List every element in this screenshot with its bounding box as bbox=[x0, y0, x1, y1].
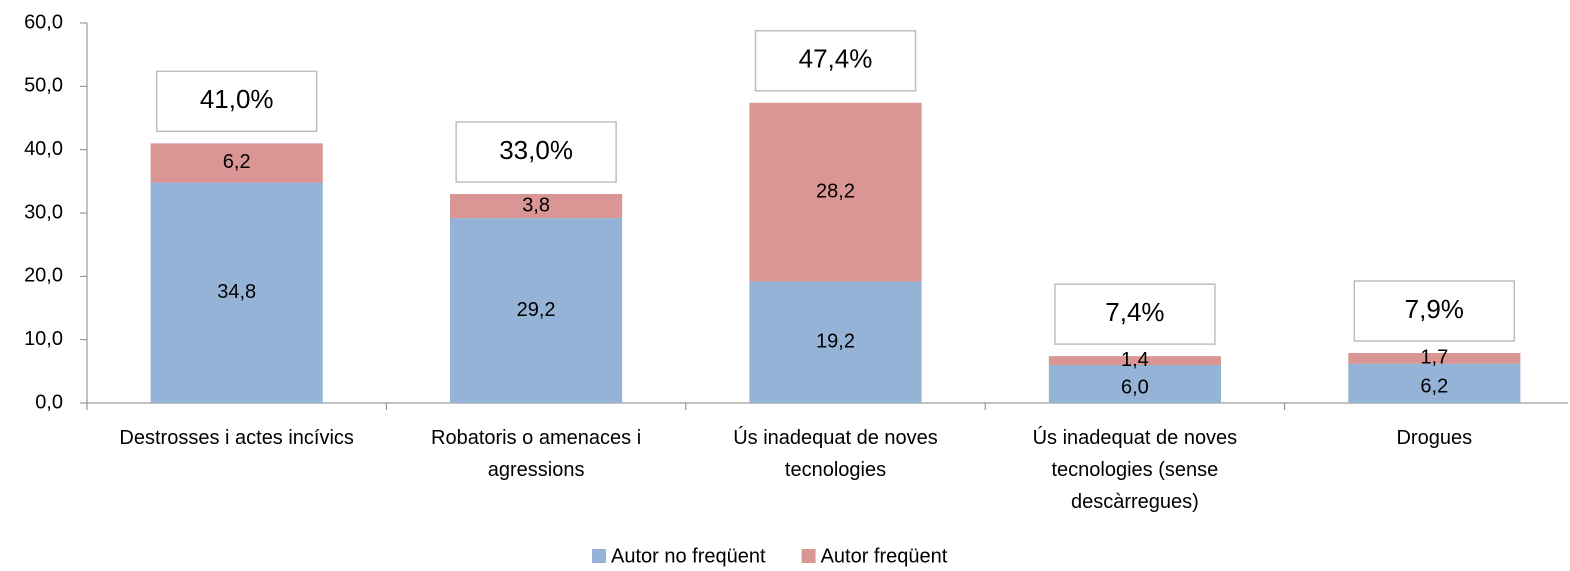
value-label: 19,2 bbox=[816, 330, 855, 352]
total-box bbox=[455, 121, 617, 183]
legend-swatch bbox=[592, 549, 606, 563]
bar-segment bbox=[749, 102, 922, 282]
bar-segment bbox=[1348, 363, 1521, 403]
y-tick-label: 60,0 bbox=[24, 11, 63, 33]
value-label: 1,7 bbox=[1420, 347, 1448, 369]
y-tick-label: 10,0 bbox=[24, 328, 63, 350]
bar-segment bbox=[749, 281, 922, 403]
total-box bbox=[155, 70, 318, 133]
value-label: 6,2 bbox=[223, 151, 251, 173]
bar-segment bbox=[1048, 365, 1221, 403]
total-label: 7,9% bbox=[1405, 294, 1464, 324]
total-label: 47,4% bbox=[799, 44, 873, 74]
legend-label: Autor no freqüent bbox=[611, 545, 766, 567]
y-tick-label: 30,0 bbox=[24, 201, 63, 223]
x-tick-label: Drogues bbox=[1396, 427, 1473, 449]
total-box bbox=[1353, 280, 1516, 342]
total-box bbox=[754, 30, 917, 92]
total-label: 33,0% bbox=[499, 135, 573, 165]
bar-segment bbox=[150, 182, 323, 403]
bar-segment bbox=[1348, 352, 1521, 364]
value-label: 34,8 bbox=[217, 281, 256, 303]
y-tick-label: 0,0 bbox=[35, 391, 63, 413]
legend-swatch bbox=[801, 549, 816, 563]
value-label: 3,8 bbox=[522, 194, 550, 216]
x-tick-label: Ús inadequat de noves tecnologies bbox=[733, 427, 938, 481]
x-tick-label: Ús inadequat de noves tecnologies (sense… bbox=[1032, 427, 1238, 513]
y-tick-label: 20,0 bbox=[24, 265, 63, 287]
value-label: 6,2 bbox=[1420, 376, 1448, 398]
value-label: 28,2 bbox=[816, 180, 855, 202]
x-tick-label: Destrosses i actes incívics bbox=[119, 427, 354, 449]
bar-segment bbox=[450, 218, 623, 403]
y-tick-label: 40,0 bbox=[24, 138, 63, 160]
value-label: 1,4 bbox=[1121, 349, 1149, 371]
value-label: 29,2 bbox=[517, 299, 556, 321]
legend-label: Autor freqüent bbox=[821, 545, 948, 567]
total-label: 41,0% bbox=[200, 84, 274, 114]
total-label: 7,4% bbox=[1105, 297, 1164, 327]
bar-segment bbox=[1048, 356, 1221, 365]
bar-segment bbox=[150, 143, 323, 183]
bar-segment bbox=[450, 194, 623, 219]
y-tick-label: 50,0 bbox=[24, 75, 63, 97]
x-tick-label: Robatoris o amenaces i agressions bbox=[431, 427, 642, 481]
total-box bbox=[1054, 283, 1216, 345]
value-label: 6,0 bbox=[1121, 376, 1149, 398]
